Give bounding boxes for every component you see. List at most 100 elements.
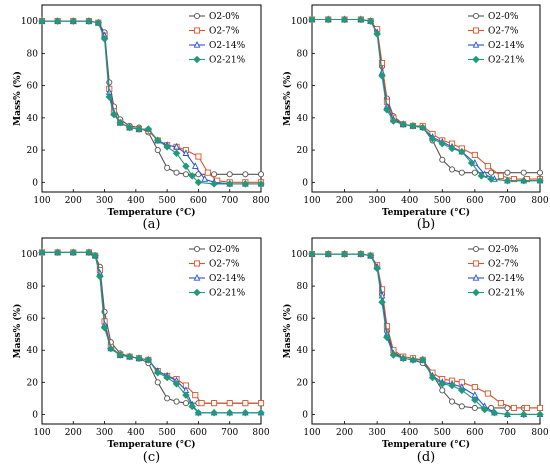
y-tick-label: 60 — [297, 82, 309, 92]
legend-item: O2-0% — [189, 245, 240, 255]
legend-item: O2-0% — [189, 12, 240, 22]
data-point — [497, 172, 504, 179]
data-point — [241, 180, 250, 188]
data-point — [191, 162, 199, 169]
data-point — [242, 171, 249, 178]
x-tick-label: 400 — [127, 196, 144, 206]
legend-marker — [193, 40, 201, 48]
legend-label: O2-14% — [209, 41, 246, 51]
data-point — [198, 400, 205, 407]
x-axis-label: Temperature (°C) — [382, 439, 470, 450]
data-point — [100, 324, 109, 332]
chart-panel-2: 100 200 300 400 500 600 700 800 0 20 40 60 80 100 Temp… — [282, 4, 549, 232]
data-point — [480, 405, 489, 414]
data-point — [458, 403, 465, 410]
legend-label: O2-14% — [488, 274, 525, 284]
data-point — [164, 395, 171, 402]
legend-label: O2-14% — [488, 41, 525, 51]
y-tick-label: 20 — [27, 378, 39, 388]
data-point — [467, 159, 476, 167]
legend-item: O2-14% — [468, 40, 525, 51]
panel-label: (a) — [143, 217, 161, 232]
legend-label: O2-0% — [209, 245, 240, 255]
data-point — [194, 409, 203, 417]
y-tick-label: 100 — [291, 250, 308, 260]
data-point — [182, 391, 190, 399]
data-point — [204, 169, 211, 176]
data-point — [484, 390, 491, 397]
x-tick-label: 600 — [466, 428, 483, 438]
data-point — [192, 392, 199, 399]
data-point — [188, 172, 196, 180]
y-tick-label: 20 — [297, 146, 309, 156]
series-4 — [308, 250, 544, 419]
legend-item: O2-7% — [189, 260, 240, 270]
x-tick-label: 800 — [252, 428, 269, 438]
data-point — [523, 404, 531, 412]
y-axis-label: Mass% (%) — [282, 304, 293, 359]
data-point — [172, 380, 181, 388]
legend-item: O2-7% — [468, 27, 519, 37]
data-point — [458, 386, 466, 395]
data-point — [211, 400, 218, 407]
legend-marker — [472, 40, 480, 48]
data-point — [105, 93, 114, 101]
x-axis-label: Temperature (°C) — [108, 207, 196, 218]
y-tick-label: 60 — [297, 314, 309, 324]
data-point — [373, 264, 381, 273]
data-point — [458, 169, 465, 176]
data-point — [448, 144, 456, 153]
data-point — [519, 176, 528, 185]
legend-marker — [472, 12, 480, 20]
data-point — [488, 169, 495, 176]
series-line — [42, 20, 261, 185]
legend: O2-0% O2-7% O2-14% O2-21% — [468, 12, 525, 66]
legend-marker — [193, 12, 201, 20]
data-point — [409, 356, 417, 364]
legend-item: O2-21% — [468, 56, 525, 66]
legend-marker — [193, 273, 201, 281]
data-point — [38, 248, 46, 257]
data-point — [38, 17, 46, 25]
data-point — [389, 351, 398, 359]
data-point — [173, 142, 180, 150]
data-point — [471, 384, 478, 391]
data-point — [399, 354, 407, 362]
data-point — [225, 180, 234, 188]
data-point — [536, 176, 544, 185]
data-point — [53, 17, 62, 25]
legend-marker — [193, 288, 201, 297]
chart-panel-4: 100 200 300 400 500 600 700 800 0 20 40 60 80 100 Temp… — [282, 237, 549, 465]
data-point — [471, 396, 479, 404]
series-line — [312, 253, 540, 415]
x-tick-label: 800 — [252, 196, 269, 206]
data-point — [536, 169, 544, 176]
legend-label: O2-21% — [488, 56, 525, 66]
data-point — [182, 171, 189, 178]
data-point — [308, 15, 316, 24]
data-point — [125, 123, 134, 132]
panel-label: (d) — [417, 450, 435, 465]
data-point — [357, 250, 365, 258]
data-point — [164, 164, 171, 171]
plot-frame — [41, 237, 262, 425]
data-point — [438, 380, 447, 388]
y-tick-label: 20 — [27, 146, 39, 156]
data-point — [96, 272, 104, 281]
data-point — [383, 333, 391, 342]
y-tick-label: 20 — [297, 378, 309, 388]
data-point — [510, 404, 517, 412]
data-point — [210, 409, 218, 417]
data-point — [458, 147, 466, 156]
series-4 — [38, 248, 265, 417]
data-point — [536, 404, 544, 412]
legend-marker — [193, 55, 201, 64]
y-tick-label: 40 — [297, 114, 309, 124]
data-point — [373, 30, 381, 38]
data-point — [383, 106, 391, 114]
data-point — [471, 404, 478, 412]
legend-item: O2-0% — [468, 12, 519, 22]
data-point — [194, 178, 203, 187]
legend-marker — [472, 245, 480, 253]
plot-frame — [311, 237, 541, 425]
